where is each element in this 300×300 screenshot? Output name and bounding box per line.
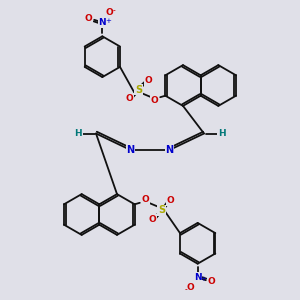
Text: +: +	[105, 18, 111, 24]
Text: +: +	[200, 276, 206, 282]
Text: O: O	[149, 215, 157, 224]
Text: O: O	[186, 283, 194, 292]
Text: S: S	[135, 85, 142, 95]
Text: H: H	[74, 129, 82, 138]
Text: O: O	[167, 196, 175, 205]
Text: N: N	[126, 145, 135, 155]
Text: -: -	[184, 285, 187, 294]
Text: O: O	[207, 277, 215, 286]
Text: N: N	[98, 18, 106, 27]
Text: N: N	[194, 273, 202, 282]
Text: S: S	[158, 205, 165, 215]
Text: H: H	[218, 129, 226, 138]
Text: O: O	[106, 8, 114, 17]
Text: O: O	[141, 195, 149, 204]
Text: -: -	[113, 6, 116, 15]
Text: N: N	[165, 145, 174, 155]
Text: O: O	[145, 76, 153, 85]
Text: O: O	[125, 94, 133, 103]
Text: O: O	[151, 96, 159, 105]
Text: O: O	[85, 14, 93, 23]
